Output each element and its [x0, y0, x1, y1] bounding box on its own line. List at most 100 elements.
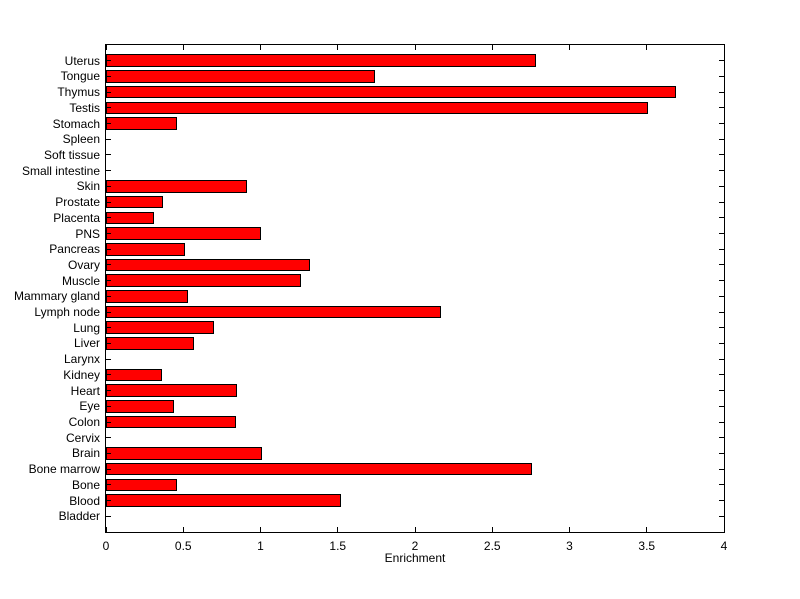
x-tick-label: 0.5: [174, 539, 192, 553]
y-tick: [106, 248, 111, 250]
y-tick: [719, 327, 724, 329]
y-tick: [106, 468, 111, 470]
y-tick: [106, 123, 111, 125]
x-tick: [414, 527, 416, 532]
y-tick-label: Cervix: [65, 430, 100, 445]
x-tick: [106, 45, 107, 50]
y-tick-label: Lymph node: [34, 305, 100, 320]
bar-lung: [106, 321, 215, 335]
bar-eye: [106, 400, 174, 413]
y-tick: [719, 358, 724, 360]
y-tick-label: PNS: [75, 226, 100, 241]
bar-placenta: [106, 211, 154, 225]
x-tick-label: 0: [102, 539, 110, 553]
y-tick: [719, 233, 724, 235]
y-tick-label: Stomach: [52, 116, 100, 131]
bar-blood: [106, 494, 341, 507]
y-tick-label: Small intestine: [21, 163, 100, 178]
y-tick: [719, 75, 724, 77]
bar-testis: [106, 101, 649, 115]
y-tick: [106, 264, 111, 266]
y-tick-label: Muscle: [61, 273, 100, 288]
bar-muscle: [106, 274, 301, 287]
x-tick: [260, 527, 261, 532]
y-tick-label: Bone marrow: [28, 462, 100, 477]
y-tick-label: Colon: [68, 415, 100, 430]
y-tick-label: Lung: [73, 320, 100, 335]
y-tick: [719, 248, 724, 250]
y-tick: [719, 60, 724, 62]
x-tick-label: 1.5: [329, 539, 347, 553]
y-tick: [106, 500, 111, 502]
y-tick: [719, 452, 724, 454]
y-tick: [719, 468, 724, 470]
bar-skin: [106, 180, 247, 193]
y-tick: [106, 60, 111, 62]
y-tick: [106, 75, 111, 77]
plot-area: [105, 44, 725, 533]
y-tick: [106, 217, 111, 219]
y-tick-label: Thymus: [57, 85, 100, 100]
y-tick-label: Mammary gland: [13, 289, 100, 304]
y-tick: [106, 233, 111, 235]
y-tick-label: Soft tissue: [43, 147, 100, 162]
y-tick: [106, 452, 111, 454]
y-tick-label: Liver: [73, 336, 100, 351]
x-tick: [414, 45, 416, 50]
y-tick: [106, 138, 111, 140]
y-tick-label: Pancreas: [49, 242, 100, 257]
x-tick: [106, 527, 107, 532]
y-tick: [719, 123, 724, 125]
y-tick-label: Uterus: [64, 53, 100, 68]
x-tick-label: 3: [566, 539, 573, 553]
y-tick: [106, 280, 111, 282]
x-tick: [646, 45, 648, 50]
y-tick: [719, 390, 724, 392]
x-tick-label: 4: [720, 539, 728, 553]
y-tick: [719, 500, 724, 502]
x-tick: [337, 45, 339, 50]
y-tick: [106, 154, 111, 156]
bar-uterus: [106, 54, 536, 67]
y-tick-label: Tongue: [60, 69, 100, 84]
y-tick: [719, 138, 724, 140]
y-tick: [719, 154, 724, 156]
x-tick: [723, 527, 725, 532]
bar-mammary-gland: [106, 290, 188, 303]
y-tick: [719, 295, 724, 297]
y-tick: [719, 405, 724, 407]
bar-tongue: [106, 70, 375, 83]
bar-lymph-node: [106, 305, 442, 319]
bar-bone: [106, 478, 178, 492]
x-tick: [723, 45, 725, 50]
y-tick: [106, 185, 111, 187]
x-axis-label: Enrichment: [384, 551, 446, 565]
x-tick-label: 1: [257, 539, 264, 553]
bar-kidney: [106, 368, 162, 382]
y-tick: [106, 405, 111, 407]
y-tick-label: Spleen: [62, 132, 100, 147]
y-tick: [719, 515, 724, 517]
y-tick: [719, 201, 724, 203]
y-tick-label: Bone: [71, 477, 100, 492]
y-tick: [719, 374, 724, 376]
y-tick: [719, 437, 724, 439]
y-tick: [106, 311, 111, 313]
y-tick: [106, 107, 111, 109]
y-tick: [106, 390, 111, 392]
bar-ovary: [106, 258, 310, 272]
y-tick: [106, 201, 111, 203]
y-tick-label: Eye: [79, 399, 100, 414]
y-tick: [719, 264, 724, 266]
x-tick-label: 2.5: [483, 539, 501, 553]
x-tick-label: 3.5: [638, 539, 656, 553]
bar-heart: [106, 384, 238, 397]
x-tick-label: 2: [411, 539, 419, 553]
y-tick: [106, 170, 111, 172]
y-tick: [106, 374, 111, 376]
y-tick-label: Kidney: [63, 367, 100, 382]
y-tick-label: Testis: [69, 100, 100, 115]
y-tick: [106, 515, 111, 517]
x-tick: [491, 527, 493, 532]
